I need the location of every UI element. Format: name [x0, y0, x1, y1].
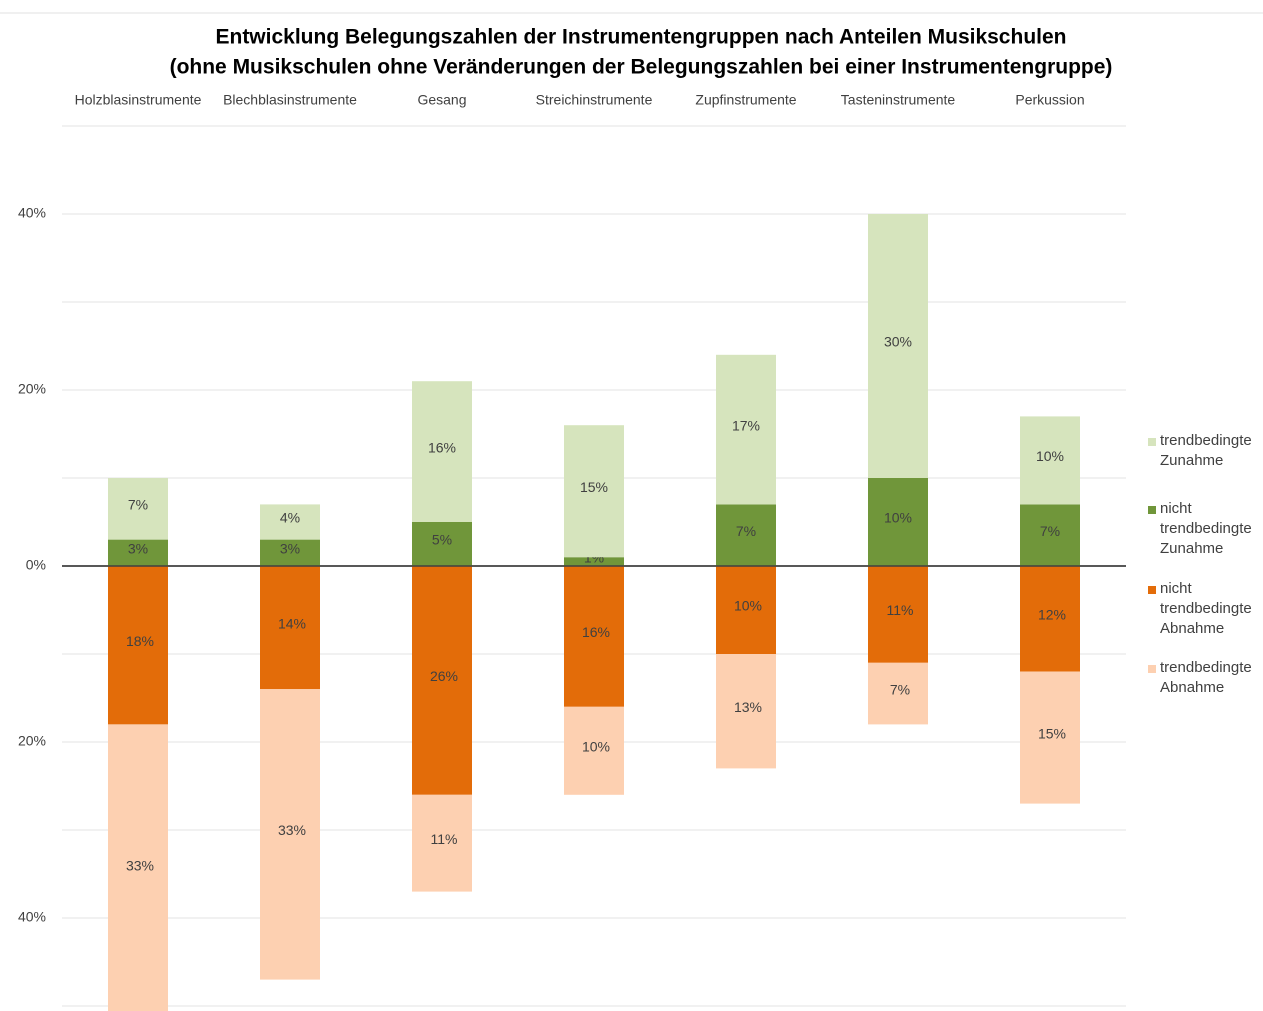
value-label: 16% [428, 439, 456, 455]
bar-segment [108, 724, 168, 1011]
value-label: 11% [431, 831, 458, 847]
legend-swatch [1148, 506, 1156, 514]
legend-swatch [1148, 438, 1156, 446]
bar-segment [868, 478, 928, 566]
value-label: 15% [1038, 725, 1066, 741]
value-label: 10% [734, 598, 762, 614]
y-tick-label: 40% [18, 909, 46, 925]
value-label: 12% [1038, 607, 1066, 623]
value-label: 15% [580, 479, 608, 495]
bar-segment [260, 504, 320, 540]
bar-segment [412, 522, 472, 566]
value-label: 10% [884, 510, 912, 526]
bar-segment [260, 539, 320, 566]
bar-segment [868, 214, 928, 478]
legend-label: nicht trendbedingte Zunahme [1160, 500, 1252, 557]
legend-label: nicht trendbedingte Abnahme [1160, 580, 1252, 637]
value-label: 11% [887, 602, 914, 618]
bar-segment [1020, 416, 1080, 505]
bar-segment [716, 504, 776, 566]
value-label: 33% [278, 822, 306, 838]
bar-segment [108, 539, 168, 566]
bar-segment [716, 566, 776, 654]
bar-segment [716, 354, 776, 505]
chart-subtitle: (ohne Musikschulen ohne Veränderungen de… [170, 56, 1113, 79]
bar-segment [868, 662, 928, 725]
value-label: 16% [582, 624, 610, 640]
value-label: 18% [126, 633, 154, 649]
bar-segment [564, 425, 624, 558]
y-tick-label: 20% [18, 733, 46, 749]
value-label: 13% [734, 699, 762, 715]
category-label: Zupfinstrumente [695, 92, 796, 108]
bar-segment [564, 566, 624, 707]
bar-segment [108, 566, 168, 725]
bar-segment [412, 381, 472, 522]
category-label: Tasteninstrumente [841, 92, 956, 108]
value-label: 17% [732, 417, 760, 433]
value-label: 26% [430, 668, 458, 684]
legend-swatch [1148, 586, 1156, 594]
value-label: 5% [432, 532, 452, 548]
bar-segment [260, 689, 320, 980]
bar-segment [1020, 566, 1080, 672]
value-label: 7% [736, 523, 756, 539]
category-label: Holzblasinstrumente [75, 92, 202, 108]
value-label: 3% [128, 541, 148, 557]
bar-segment [412, 794, 472, 892]
legend-label: trendbedingte Zunahme [1160, 432, 1252, 469]
category-label: Blechblasinstrumente [223, 92, 357, 108]
value-label: 7% [890, 681, 910, 697]
value-label: 7% [128, 497, 148, 513]
bar-segment [260, 566, 320, 690]
bar-segment [108, 478, 168, 540]
value-label: 10% [1036, 448, 1064, 464]
y-tick-label: 0% [26, 557, 46, 573]
value-label: 3% [280, 541, 300, 557]
category-label: Gesang [417, 92, 466, 108]
bar-segment [1020, 671, 1080, 804]
y-tick-label: 20% [18, 381, 46, 397]
legend-label: trendbedingte Abnahme [1160, 659, 1252, 696]
bar-segment [564, 557, 624, 566]
value-label: 10% [582, 739, 610, 755]
legend-swatch [1148, 665, 1156, 673]
bar-segment [412, 566, 472, 795]
value-label: 14% [278, 615, 306, 631]
category-label: Streichinstrumente [536, 92, 653, 108]
y-tick-label: 40% [18, 205, 46, 221]
bar-segment [1020, 504, 1080, 566]
value-label: 7% [1040, 523, 1060, 539]
bar-segment [716, 654, 776, 769]
value-label: 4% [280, 510, 300, 526]
category-label: Perkussion [1015, 92, 1084, 108]
value-label: 33% [126, 857, 154, 873]
bar-segment [868, 566, 928, 663]
chart-title: Entwicklung Belegungszahlen der Instrume… [215, 26, 1066, 49]
bar-segment [564, 706, 624, 795]
value-label: 30% [884, 334, 912, 350]
